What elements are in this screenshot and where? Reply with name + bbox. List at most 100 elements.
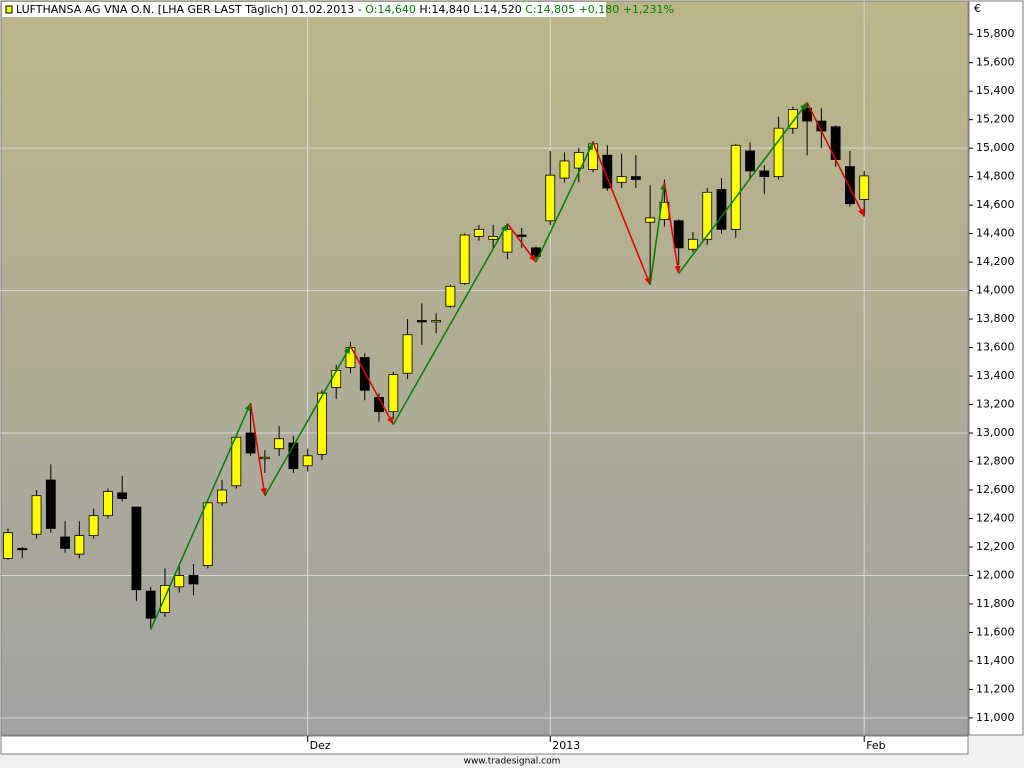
zigzag-segment [150,402,252,630]
candle-body [174,575,185,588]
y-tick-label: 11,200 [976,682,1015,695]
candle-body [202,502,213,566]
arrow-head [529,254,536,263]
candle-body [859,175,870,200]
candle-body [274,438,285,450]
candle-body [288,442,299,470]
arrow-head [587,142,594,151]
candle-body [74,535,85,555]
header-bg [2,2,606,17]
candle-body [716,189,727,230]
zigzag-segment [349,345,394,425]
x-axis-panel [0,735,969,755]
candle-body [459,234,470,284]
candle-body [688,238,698,250]
candle-body [573,152,584,169]
arrow-head [800,102,808,111]
y-tick-label: 14,200 [976,255,1015,268]
y-tick-label: 15,000 [976,141,1015,154]
y-tick-label: 11,000 [976,711,1015,724]
y-tick-label: 15,400 [976,84,1015,97]
plot-area [0,0,969,736]
y-tick-label: 14,000 [976,284,1015,297]
candle-body [60,536,70,549]
y-tick-label: 13,400 [976,369,1015,382]
arrow-head [344,346,351,355]
y-tick-label: 11,600 [976,625,1015,638]
candle-body [45,479,56,529]
y-tick-label: 15,600 [976,56,1015,69]
candle-body [616,176,627,183]
zigzag-segment [392,223,509,425]
candle-body [3,532,13,559]
candle-body [645,217,656,223]
y-tick-label: 11,800 [976,597,1015,610]
candle-body [117,492,128,499]
candle-body [759,170,770,178]
candle-body [488,236,499,240]
y-axis-panel [968,0,1024,736]
y-tick-label: 13,600 [976,341,1015,354]
arrow-head [858,208,865,217]
candle-body [730,144,741,230]
candle-body [673,220,684,249]
zigzag-segment [663,182,680,274]
arrow-head [501,223,508,232]
arrow-head [244,403,251,412]
y-tick-label: 12,000 [976,568,1015,581]
candle-body [630,176,641,180]
candle-body [359,357,370,391]
y-tick-label: 14,800 [976,170,1015,183]
candle-body [474,228,484,237]
x-tick-label: 2013 [552,739,580,752]
candle-body [245,432,256,454]
header-icon [5,5,13,14]
candle-body [787,109,798,129]
candle-body [516,234,527,237]
candle-body [102,491,113,517]
candle-body [317,392,327,455]
candle-body [445,285,456,307]
candle-body [188,575,199,585]
candle-body [431,320,442,323]
y-tick-label: 13,200 [976,398,1015,411]
y-tick-label: 13,800 [976,312,1015,325]
candle-body [802,107,813,122]
y-tick-label: 12,800 [976,455,1015,468]
y-tick-label: 14,600 [976,198,1015,211]
zigzag-segment [249,402,266,496]
candle-body [231,436,242,487]
header: LUFTHANSA AG VNA O.N. [LHA GER LAST Tägl… [16,3,674,16]
candle-body [17,548,28,551]
candle-body [502,228,513,253]
candle-body [702,191,713,240]
candle-body [131,506,142,591]
candle-body [217,489,227,504]
zigzag-segment [264,345,352,497]
arrow-head [674,265,681,274]
zigzag-segment [649,182,666,285]
y-tick-label: 12,600 [976,483,1015,496]
header-change: C:14,805 +0,180 +1,231% [525,3,674,16]
candle-body [545,174,556,222]
candle-body [402,334,413,374]
x-tick-label: Dez [310,739,331,752]
header-open: O:14,640 [365,3,416,16]
candle-body [845,166,855,205]
candle-body [773,127,784,178]
footer: www.tradesignal.com [464,757,561,767]
header-low: L:14,520 [473,3,521,16]
zigzag-segment [506,223,537,263]
zigzag-segment [806,102,865,217]
zigzag-segment [592,142,651,286]
y-tick-label: 12,200 [976,540,1015,553]
candle-body [388,374,399,413]
header-high: H:14,840 [419,3,469,16]
candle-body [416,320,427,323]
y-tick-label: 15,800 [976,27,1015,40]
candle-body [88,515,99,536]
candle-body [331,369,342,388]
candle-body [145,590,156,619]
currency: € [974,2,981,15]
y-tick-label: 11,400 [976,654,1015,667]
